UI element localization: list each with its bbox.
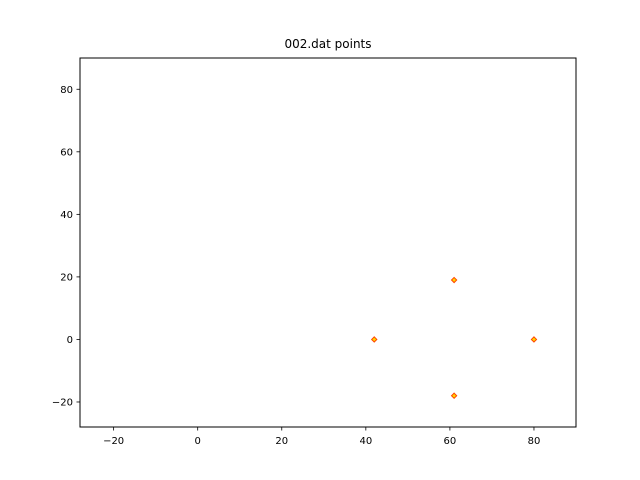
data-point [530,336,538,343]
y-tick-label: −20 [52,397,73,408]
ticks-layer: −20 0 20 40 60 80 −20 0 20 40 60 80 [52,85,540,447]
data-point [450,276,458,284]
x-tick-label: −20 [103,436,124,447]
plot-area-frame [79,57,577,428]
y-tick-label: 20 [60,272,73,283]
data-point [450,392,458,400]
y-tick-label: 60 [60,147,73,158]
x-tick-label: 80 [528,436,541,447]
data-point [370,336,378,343]
y-tick-label: 0 [67,335,73,346]
chart-title: 002.dat points [284,37,371,51]
x-tick-label: 60 [444,436,457,447]
x-tick-label: 20 [275,436,288,447]
points-layer [370,276,538,400]
y-tick-label: 40 [60,210,73,221]
y-tick-label: 80 [60,85,73,96]
x-tick-label: 40 [359,436,372,447]
x-tick-label: 0 [195,436,201,447]
